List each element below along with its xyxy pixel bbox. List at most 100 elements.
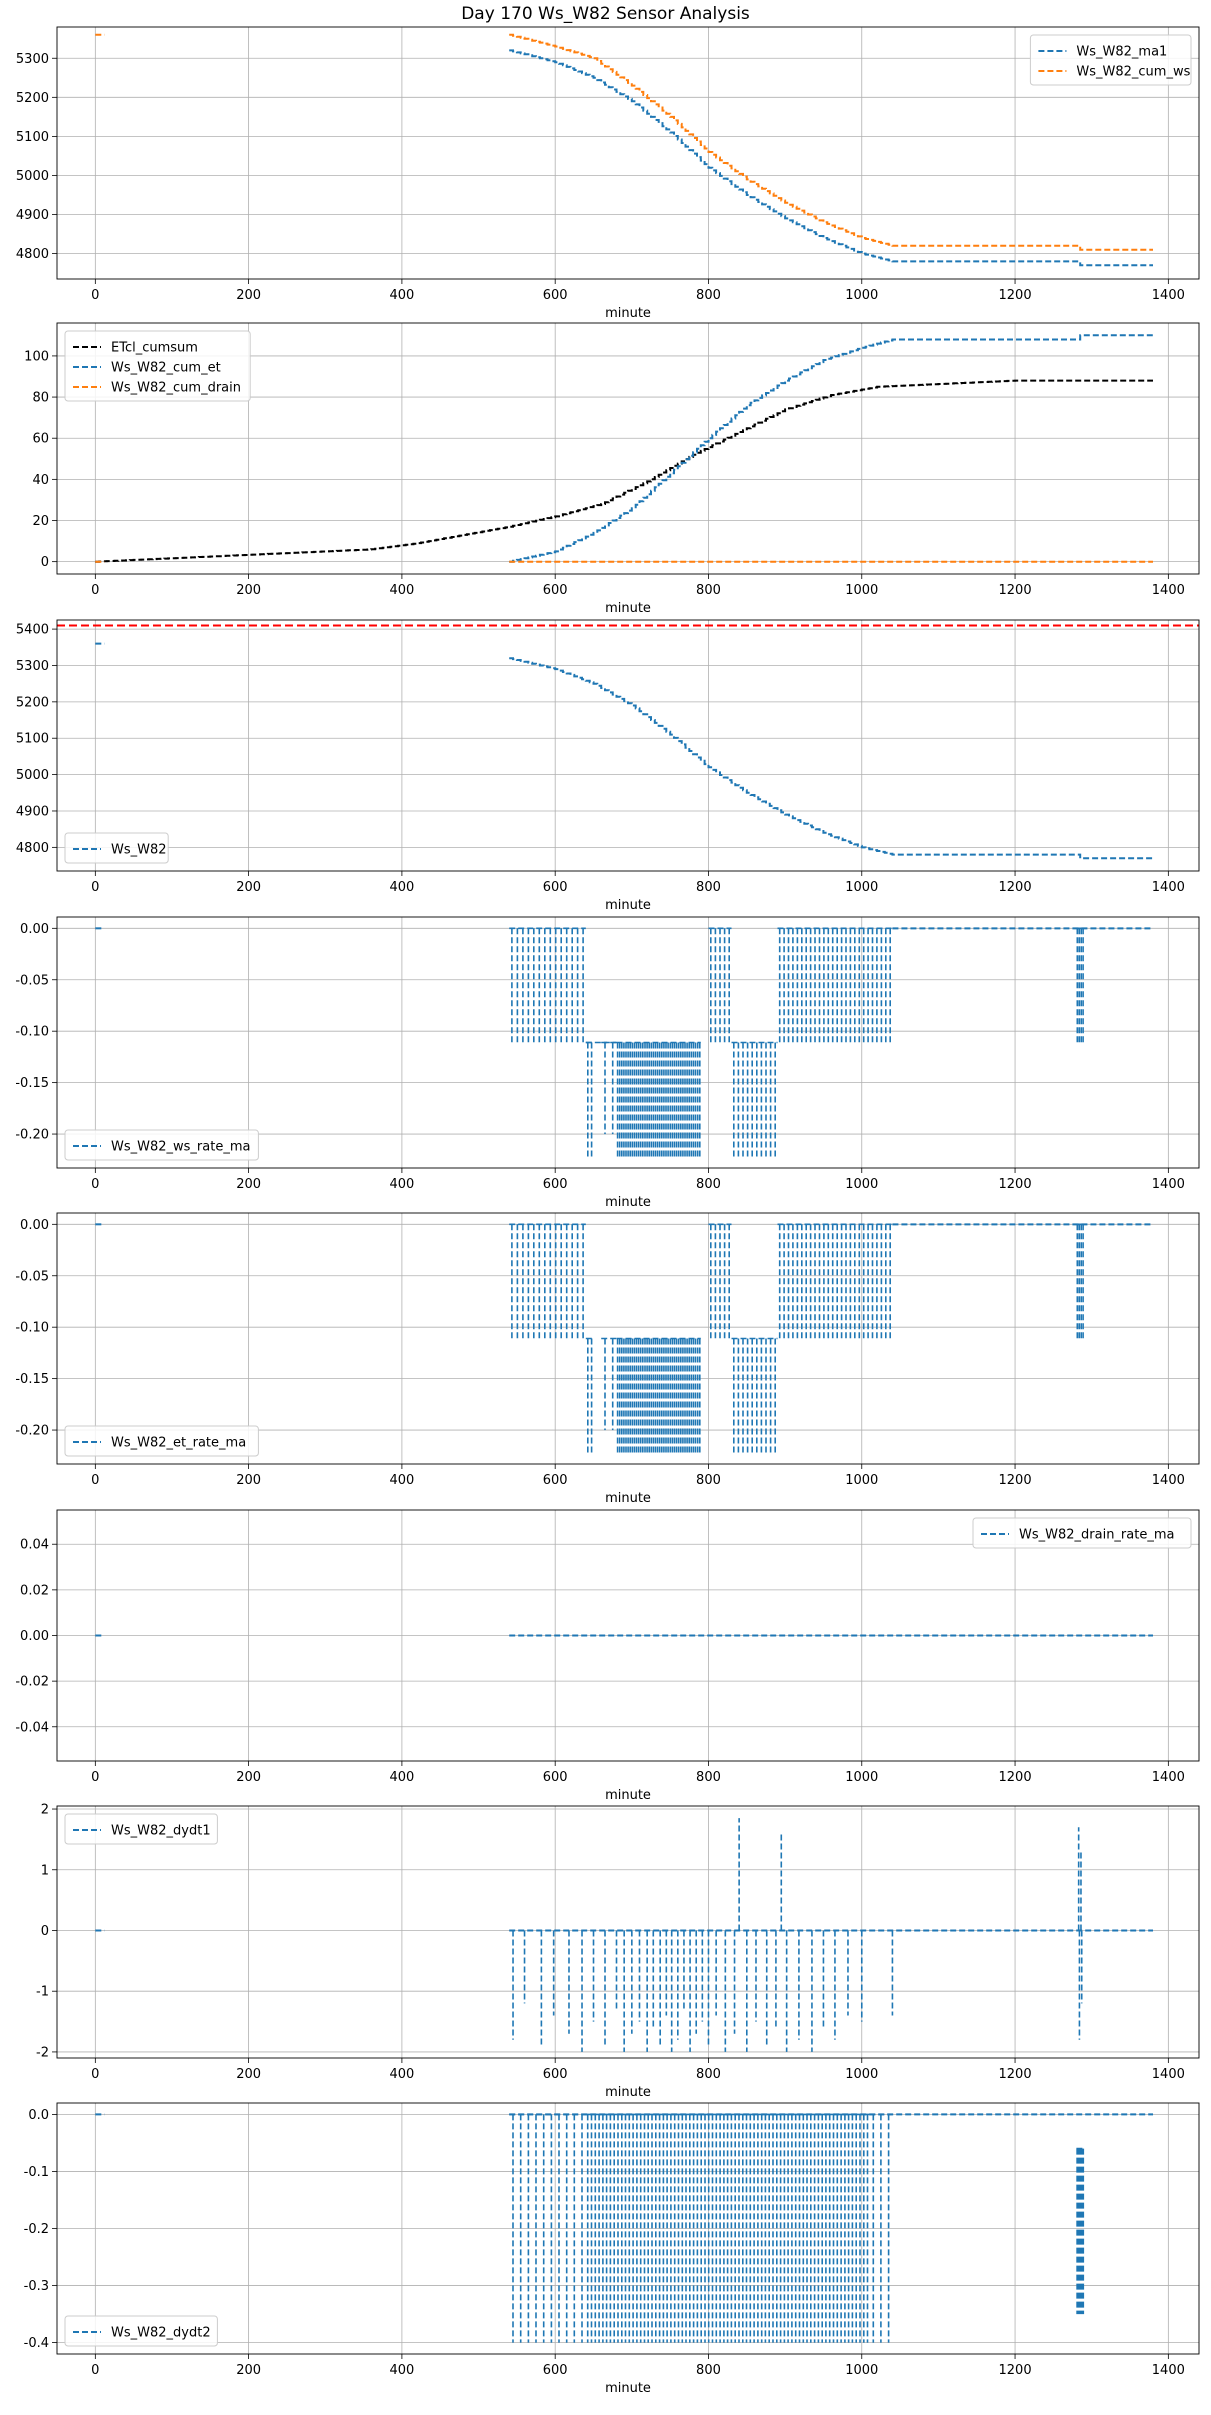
x-tick-label: 800 — [696, 1770, 721, 1785]
x-tick-label: 200 — [236, 1473, 261, 1488]
y-tick-label: 5000 — [16, 768, 49, 783]
x-tick-label: 800 — [696, 880, 721, 895]
series-line — [1076, 1223, 1084, 1339]
y-tick-label: -0.20 — [15, 1424, 49, 1439]
x-tick-label: 0 — [91, 2363, 99, 2378]
x-tick-label: 800 — [696, 2363, 721, 2378]
axes-frame — [56, 1509, 1200, 1762]
series-line — [509, 49, 1153, 267]
y-tick-label: 5200 — [16, 91, 49, 106]
x-tick-label: 1000 — [845, 1473, 878, 1488]
y-tick-label: -0.4 — [24, 2336, 49, 2351]
legend: Ws_W82_drain_rate_ma — [972, 1517, 1192, 1549]
x-tick-label: 200 — [236, 583, 261, 598]
x-tick-label: 400 — [389, 1770, 414, 1785]
legend-box — [64, 1129, 259, 1161]
y-tick-label: 60 — [32, 432, 49, 447]
y-tick-label: 5100 — [16, 732, 49, 747]
y-tick-label: -0.20 — [15, 1128, 49, 1143]
axes-frame — [56, 619, 1200, 872]
x-axis-label: minute — [605, 1195, 651, 1210]
x-tick-label: 1000 — [845, 2067, 878, 2082]
plot-area — [57, 624, 1199, 860]
x-tick-label: 400 — [389, 2067, 414, 2082]
x-axis-label: minute — [605, 1491, 651, 1506]
y-tick-label: 4800 — [16, 247, 49, 262]
x-tick-label: 1200 — [999, 1473, 1032, 1488]
series-Ws_W82_ws_rate_ma — [95, 927, 1154, 1157]
y-tick-label: -0.05 — [15, 973, 49, 988]
x-tick-label: 200 — [236, 2363, 261, 2378]
x-tick-label: 800 — [696, 583, 721, 598]
legend: Ws_W82_et_rate_ma — [64, 1425, 259, 1457]
y-tick-label: -2 — [36, 2045, 49, 2060]
series-ETcl_cumsum — [95, 379, 1153, 563]
y-tick-label: -0.2 — [24, 2222, 49, 2237]
y-tick-label: 5300 — [16, 659, 49, 674]
series-line — [616, 1337, 701, 1453]
series-line — [585, 1337, 594, 1453]
axes-frame — [56, 1805, 1200, 2059]
y-tick-label: 5100 — [16, 130, 49, 145]
x-tick-label: 0 — [91, 1473, 99, 1488]
x-tick-label: 600 — [543, 288, 568, 303]
x-tick-label: 200 — [236, 2067, 261, 2082]
subplot-5: 0 200 400 600 800 1000 1200 1400 -0.20 -0.15 -0.10… — [15, 1212, 1200, 1506]
subplot-1: 0 200 400 600 800 1000 1200 1400 4800 4900 5000 510… — [16, 26, 1200, 321]
legend-box — [64, 1813, 218, 1845]
x-tick-label: 0 — [91, 1177, 99, 1192]
x-tick-label: 600 — [543, 880, 568, 895]
x-tick-label: 1000 — [845, 583, 878, 598]
figure-title: Day 170 Ws_W82 Sensor Analysis — [461, 4, 750, 24]
x-tick-label: 400 — [389, 1177, 414, 1192]
legend: Ws_W82_ma1 Ws_W82_cum_ws — [1029, 34, 1192, 86]
plot-area — [95, 2113, 1154, 2343]
x-tick-label: 1400 — [1152, 583, 1185, 598]
x-tick-label: 1000 — [845, 1770, 878, 1785]
series-line — [585, 1041, 594, 1157]
y-tick-label: 4800 — [16, 841, 49, 856]
x-axis-label: minute — [605, 601, 651, 616]
series-line — [731, 1337, 778, 1453]
legend-label: Ws_W82_drain_rate_ma — [1019, 1528, 1174, 1543]
plot-area — [95, 1223, 1154, 1453]
legend-label: Ws_W82_cum_et — [111, 361, 221, 376]
series-line — [731, 1041, 778, 1157]
legend-label: Ws_W82 — [111, 843, 167, 858]
legend-box — [64, 832, 169, 864]
y-tick-label: -0.1 — [24, 2165, 49, 2180]
y-tick-label: -0.10 — [15, 1321, 49, 1336]
y-tick-label: 4900 — [16, 804, 49, 819]
legend-box — [972, 1517, 1192, 1549]
series-Ws_W82_dydt1 — [95, 1818, 1154, 2052]
x-tick-label: 1400 — [1152, 1473, 1185, 1488]
y-tick-label: 0.02 — [20, 1583, 49, 1598]
subplot-8: 0 200 400 600 800 1000 1200 1400 -0.4 -0.3 -0.2 -0.… — [24, 2102, 1200, 2396]
y-tick-label: 20 — [32, 514, 49, 529]
x-tick-label: 1400 — [1152, 1177, 1185, 1192]
series-line — [509, 334, 1153, 563]
x-axis-label: minute — [605, 2381, 651, 2396]
y-tick-label: 2 — [41, 1803, 49, 1818]
subplot-3: 0 200 400 600 800 1000 1200 1400 4800 4900 5000 510… — [16, 619, 1200, 913]
x-tick-label: 600 — [543, 1770, 568, 1785]
x-tick-label: 1000 — [845, 2363, 878, 2378]
y-tick-label: 5400 — [16, 623, 49, 638]
series-line — [509, 1223, 586, 1339]
y-tick-label: 80 — [32, 391, 49, 406]
legend-label: Ws_W82_cum_drain — [111, 381, 241, 396]
y-tick-label: 5000 — [16, 169, 49, 184]
series-line — [601, 1337, 617, 1431]
x-tick-label: 400 — [389, 880, 414, 895]
x-tick-label: 1200 — [999, 583, 1032, 598]
x-tick-label: 0 — [91, 2067, 99, 2082]
x-axis-label: minute — [605, 2085, 651, 2100]
x-tick-label: 400 — [389, 288, 414, 303]
series-line — [601, 1041, 617, 1135]
plot-area — [95, 33, 1153, 267]
x-tick-label: 1400 — [1152, 1770, 1185, 1785]
subplot-6: 0 200 400 600 800 1000 1200 1400 -0.04 -0.02 0.00 0… — [15, 1509, 1200, 1803]
axes-frame — [56, 916, 1200, 1169]
series-line — [509, 657, 1153, 860]
